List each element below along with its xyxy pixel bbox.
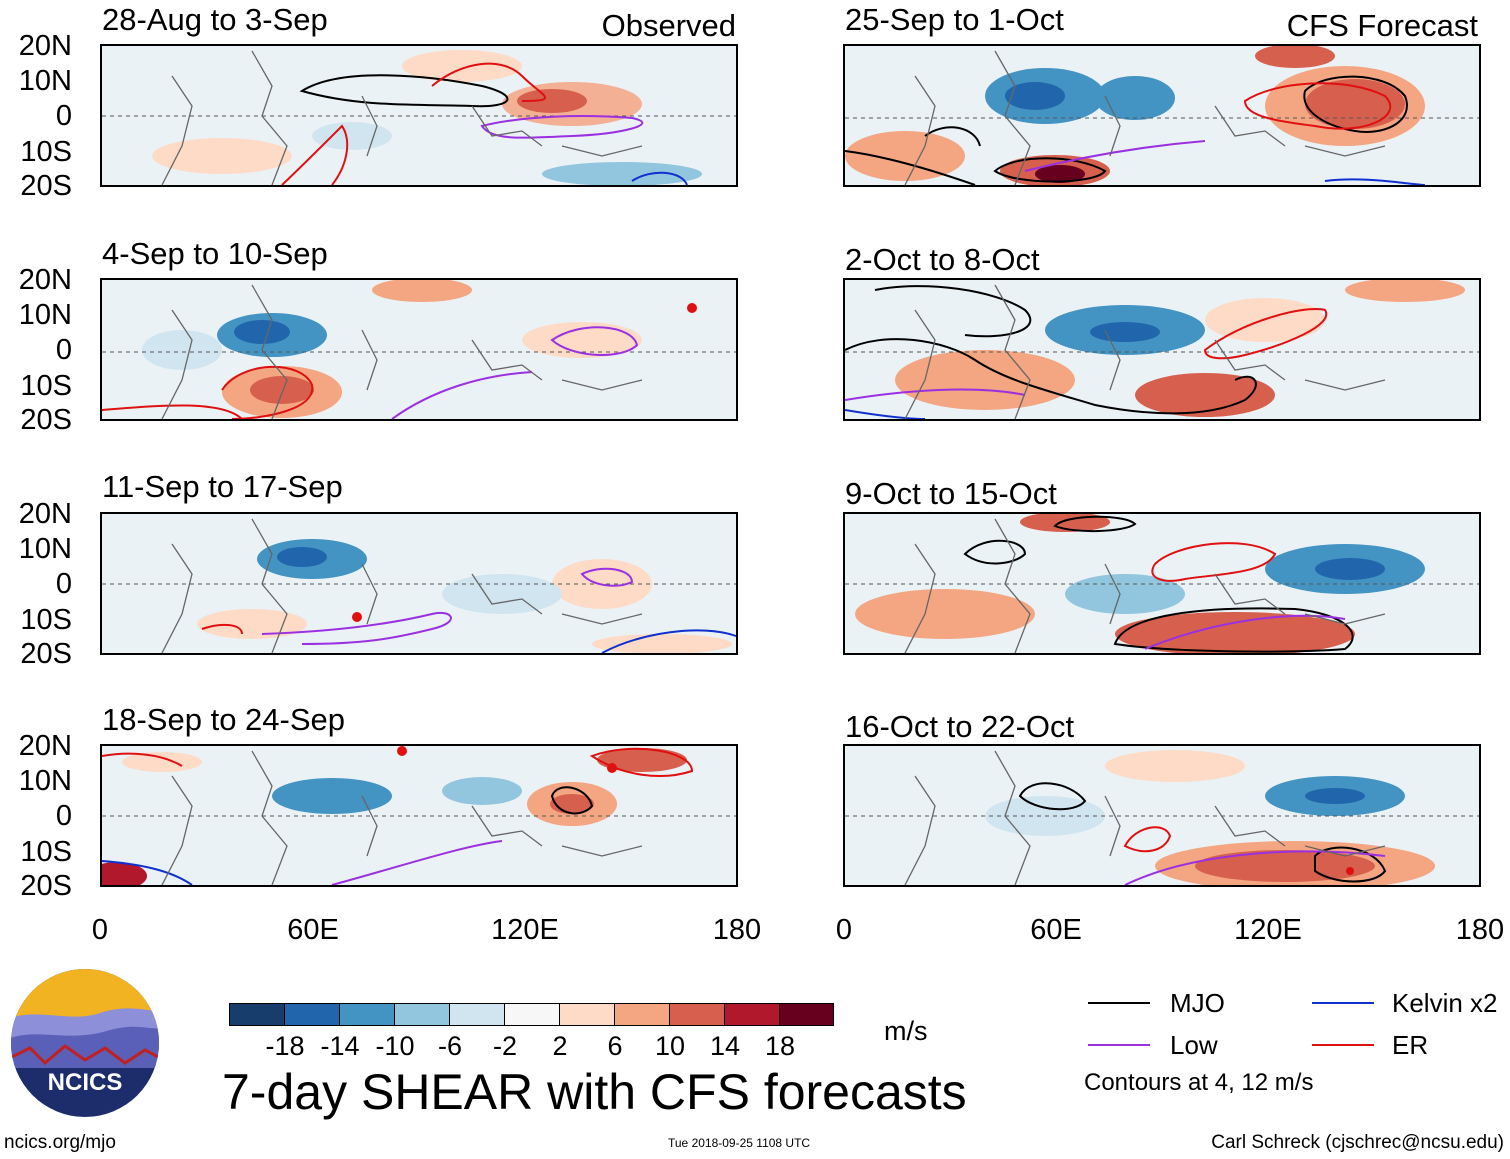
- lat-label: 0: [55, 800, 72, 832]
- lat-label: 20N: [18, 730, 72, 762]
- lat-label: 20S: [20, 638, 72, 670]
- lat-label: 20N: [18, 264, 72, 296]
- colorbar-label: 18: [764, 1031, 796, 1061]
- lat-label: 10S: [20, 136, 72, 168]
- colorbar-label: -14: [320, 1031, 360, 1061]
- panel-title-right-3: 9-Oct to 15-Oct: [845, 476, 1057, 511]
- lon-label: 180: [712, 914, 762, 946]
- lat-label: 10S: [20, 604, 72, 636]
- panel-title-left-3: 11-Sep to 17-Sep: [102, 469, 343, 504]
- legend-label-er: ER: [1392, 1030, 1429, 1060]
- colorbar-swatch: [559, 1003, 615, 1026]
- panel-title-left-4: 18-Sep to 24-Sep: [102, 702, 346, 737]
- author-credit: Carl Schreck (cjschrec@ncsu.edu): [1211, 1132, 1504, 1153]
- shear-map-panel-right-4: [843, 744, 1481, 887]
- colorbar-swatch: [339, 1003, 395, 1026]
- colorbar-swatch: [614, 1003, 670, 1026]
- lat-label: 20S: [20, 404, 72, 436]
- legend-line-kelvin: [1312, 1002, 1374, 1004]
- legend-label-mjo: MJO: [1170, 988, 1225, 1018]
- lat-label: 20S: [20, 170, 72, 202]
- shear-map-panel-left-4: [100, 744, 738, 887]
- lat-label: 10N: [18, 299, 72, 331]
- colorbar-label: 2: [552, 1031, 568, 1061]
- lon-label: 60E: [1030, 914, 1082, 946]
- legend-note: Contours at 4, 12 m/s: [1084, 1069, 1314, 1096]
- lon-label: 0: [835, 914, 853, 946]
- shear-map-panel-right-2: [843, 278, 1481, 421]
- colorbar-units: m/s: [884, 1016, 928, 1046]
- colorbar-swatch: [504, 1003, 560, 1026]
- lon-label: 180: [1455, 914, 1505, 946]
- colorbar-swatch: [669, 1003, 725, 1026]
- colorbar-swatch: [229, 1003, 285, 1026]
- panel-title-right-2: 2-Oct to 8-Oct: [845, 242, 1040, 277]
- panel-title-right-4: 16-Oct to 22-Oct: [845, 709, 1075, 744]
- colorbar-label: 6: [607, 1031, 623, 1061]
- cfs-forecast-label: CFS Forecast: [1286, 8, 1478, 43]
- panel-title-left-1: 28-Aug to 3-Sep: [102, 2, 328, 37]
- legend-line-mjo: [1088, 1002, 1150, 1004]
- colorbar-swatch: [394, 1003, 450, 1026]
- colorbar-swatch: [284, 1003, 340, 1026]
- shear-map-panel-left-2: [100, 278, 738, 421]
- lat-label: 20N: [18, 30, 72, 62]
- lat-label: 0: [55, 334, 72, 366]
- lat-label: 20S: [20, 870, 72, 902]
- colorbar-label: 14: [709, 1031, 741, 1061]
- legend-label-kelvin: Kelvin x2: [1392, 988, 1498, 1018]
- legend-label-low: Low: [1170, 1030, 1218, 1060]
- observed-label: Observed: [601, 8, 736, 43]
- lon-label: 120E: [491, 914, 559, 946]
- lat-label: 10S: [20, 836, 72, 868]
- colorbar-label: -2: [492, 1031, 517, 1061]
- lat-label: 0: [55, 100, 72, 132]
- shear-map-panel-left-1: [100, 44, 738, 187]
- colorbar-swatch: [724, 1003, 780, 1026]
- panel-title-left-2: 4-Sep to 10-Sep: [102, 236, 328, 271]
- colorbar-swatch: [449, 1003, 505, 1026]
- timestamp: Tue 2018-09-25 1108 UTC: [668, 1136, 811, 1150]
- lat-label: 10N: [18, 65, 72, 97]
- site-link[interactable]: ncics.org/mjo: [4, 1132, 116, 1153]
- colorbar-label: -18: [265, 1031, 305, 1061]
- lon-label: 120E: [1234, 914, 1302, 946]
- colorbar-label: -10: [375, 1031, 415, 1061]
- shear-map-panel-left-3: [100, 512, 738, 655]
- panel-title-right-1: 25-Sep to 1-Oct: [845, 2, 1064, 37]
- legend-line-er: [1312, 1044, 1374, 1046]
- lat-label: 20N: [18, 498, 72, 530]
- ncics-logo[interactable]: NCICS: [10, 968, 160, 1118]
- colorbar-swatch: [779, 1003, 834, 1026]
- lat-label: 10N: [18, 765, 72, 797]
- shear-map-panel-right-1: [843, 44, 1481, 187]
- main-title: 7-day SHEAR with CFS forecasts: [222, 1064, 967, 1120]
- logo-text: NCICS: [48, 1069, 123, 1096]
- colorbar-label: -6: [437, 1031, 462, 1061]
- lon-label: 0: [91, 914, 109, 946]
- lat-label: 10S: [20, 370, 72, 402]
- shear-map-panel-right-3: [843, 512, 1481, 655]
- colorbar-label: 10: [654, 1031, 686, 1061]
- lon-label: 60E: [287, 914, 339, 946]
- lat-label: 0: [55, 568, 72, 600]
- lat-label: 10N: [18, 533, 72, 565]
- legend-line-low: [1088, 1044, 1150, 1046]
